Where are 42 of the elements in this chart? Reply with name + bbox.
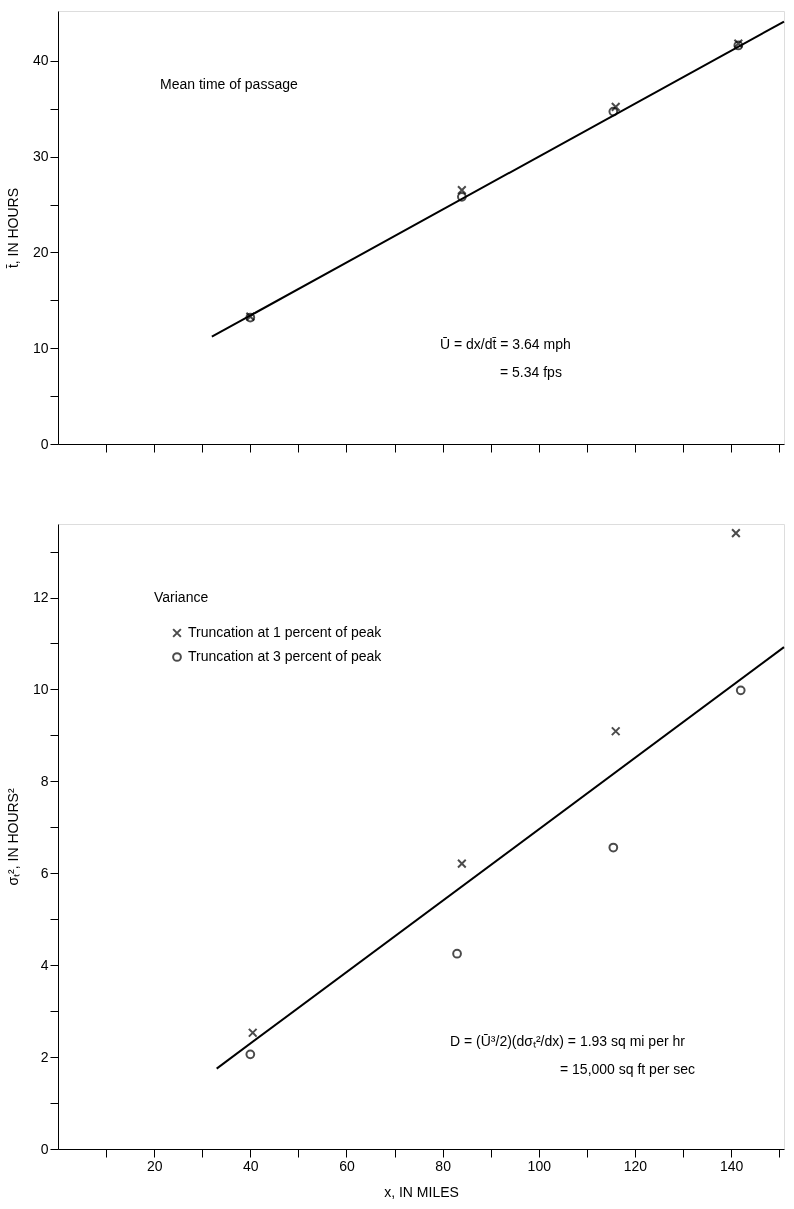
x-tick-label: 100 [527,1157,552,1174]
point [731,528,741,539]
y-tick-label: 10 [32,339,49,356]
y-axis-title: σₜ², IN HOURS² [4,788,21,886]
y-tick-label: 12 [32,589,49,606]
point [452,948,462,959]
y-axis-title: t̄, IN HOURS [4,187,21,269]
x-tick-label: 60 [339,1157,355,1174]
annotation: Mean time of passage [160,76,298,92]
point [456,185,467,196]
point [245,1049,256,1060]
x-tick-label: 40 [243,1157,259,1174]
point [608,106,619,117]
legend-label: Truncation at 3 percent of peak [188,648,383,664]
y-tick-label: 0 [40,1140,49,1157]
annotation: Ū = dx/dt̄ = 3.64 mph [440,336,571,352]
y-tick-label: 0 [40,435,49,452]
annotation: Variance [154,589,209,605]
x-tick-label: 80 [435,1157,452,1174]
point [735,685,746,696]
y-tick-label: 10 [32,680,49,697]
point [247,1027,258,1038]
point [608,842,619,853]
y-tick-label: 20 [32,243,49,260]
point [456,191,467,202]
y-tick-label: 40 [32,52,49,69]
x-tick-label: 120 [623,1157,648,1174]
point [456,858,467,869]
annotation: = 15,000 sq ft per sec [560,1061,696,1077]
y-tick-label: 30 [32,148,49,165]
x-tick-label: 20 [146,1157,163,1174]
y-tick-label: 2 [40,1048,49,1065]
point [610,101,621,112]
annotation: = 5.34 fps [500,364,562,380]
x-tick-label: 140 [719,1157,744,1174]
annotation: D = (Ū³/2)(dσₜ²/dx) = 1.93 sq mi per hr [450,1033,686,1049]
point [610,726,621,737]
y-tick-label: 6 [40,864,49,881]
x-axis-title: x, IN MILES [384,1183,459,1200]
y-tick-label: 8 [40,772,49,789]
y-tick-label: 4 [40,956,49,973]
legend-label: Truncation at 1 percent of peak [188,624,383,640]
